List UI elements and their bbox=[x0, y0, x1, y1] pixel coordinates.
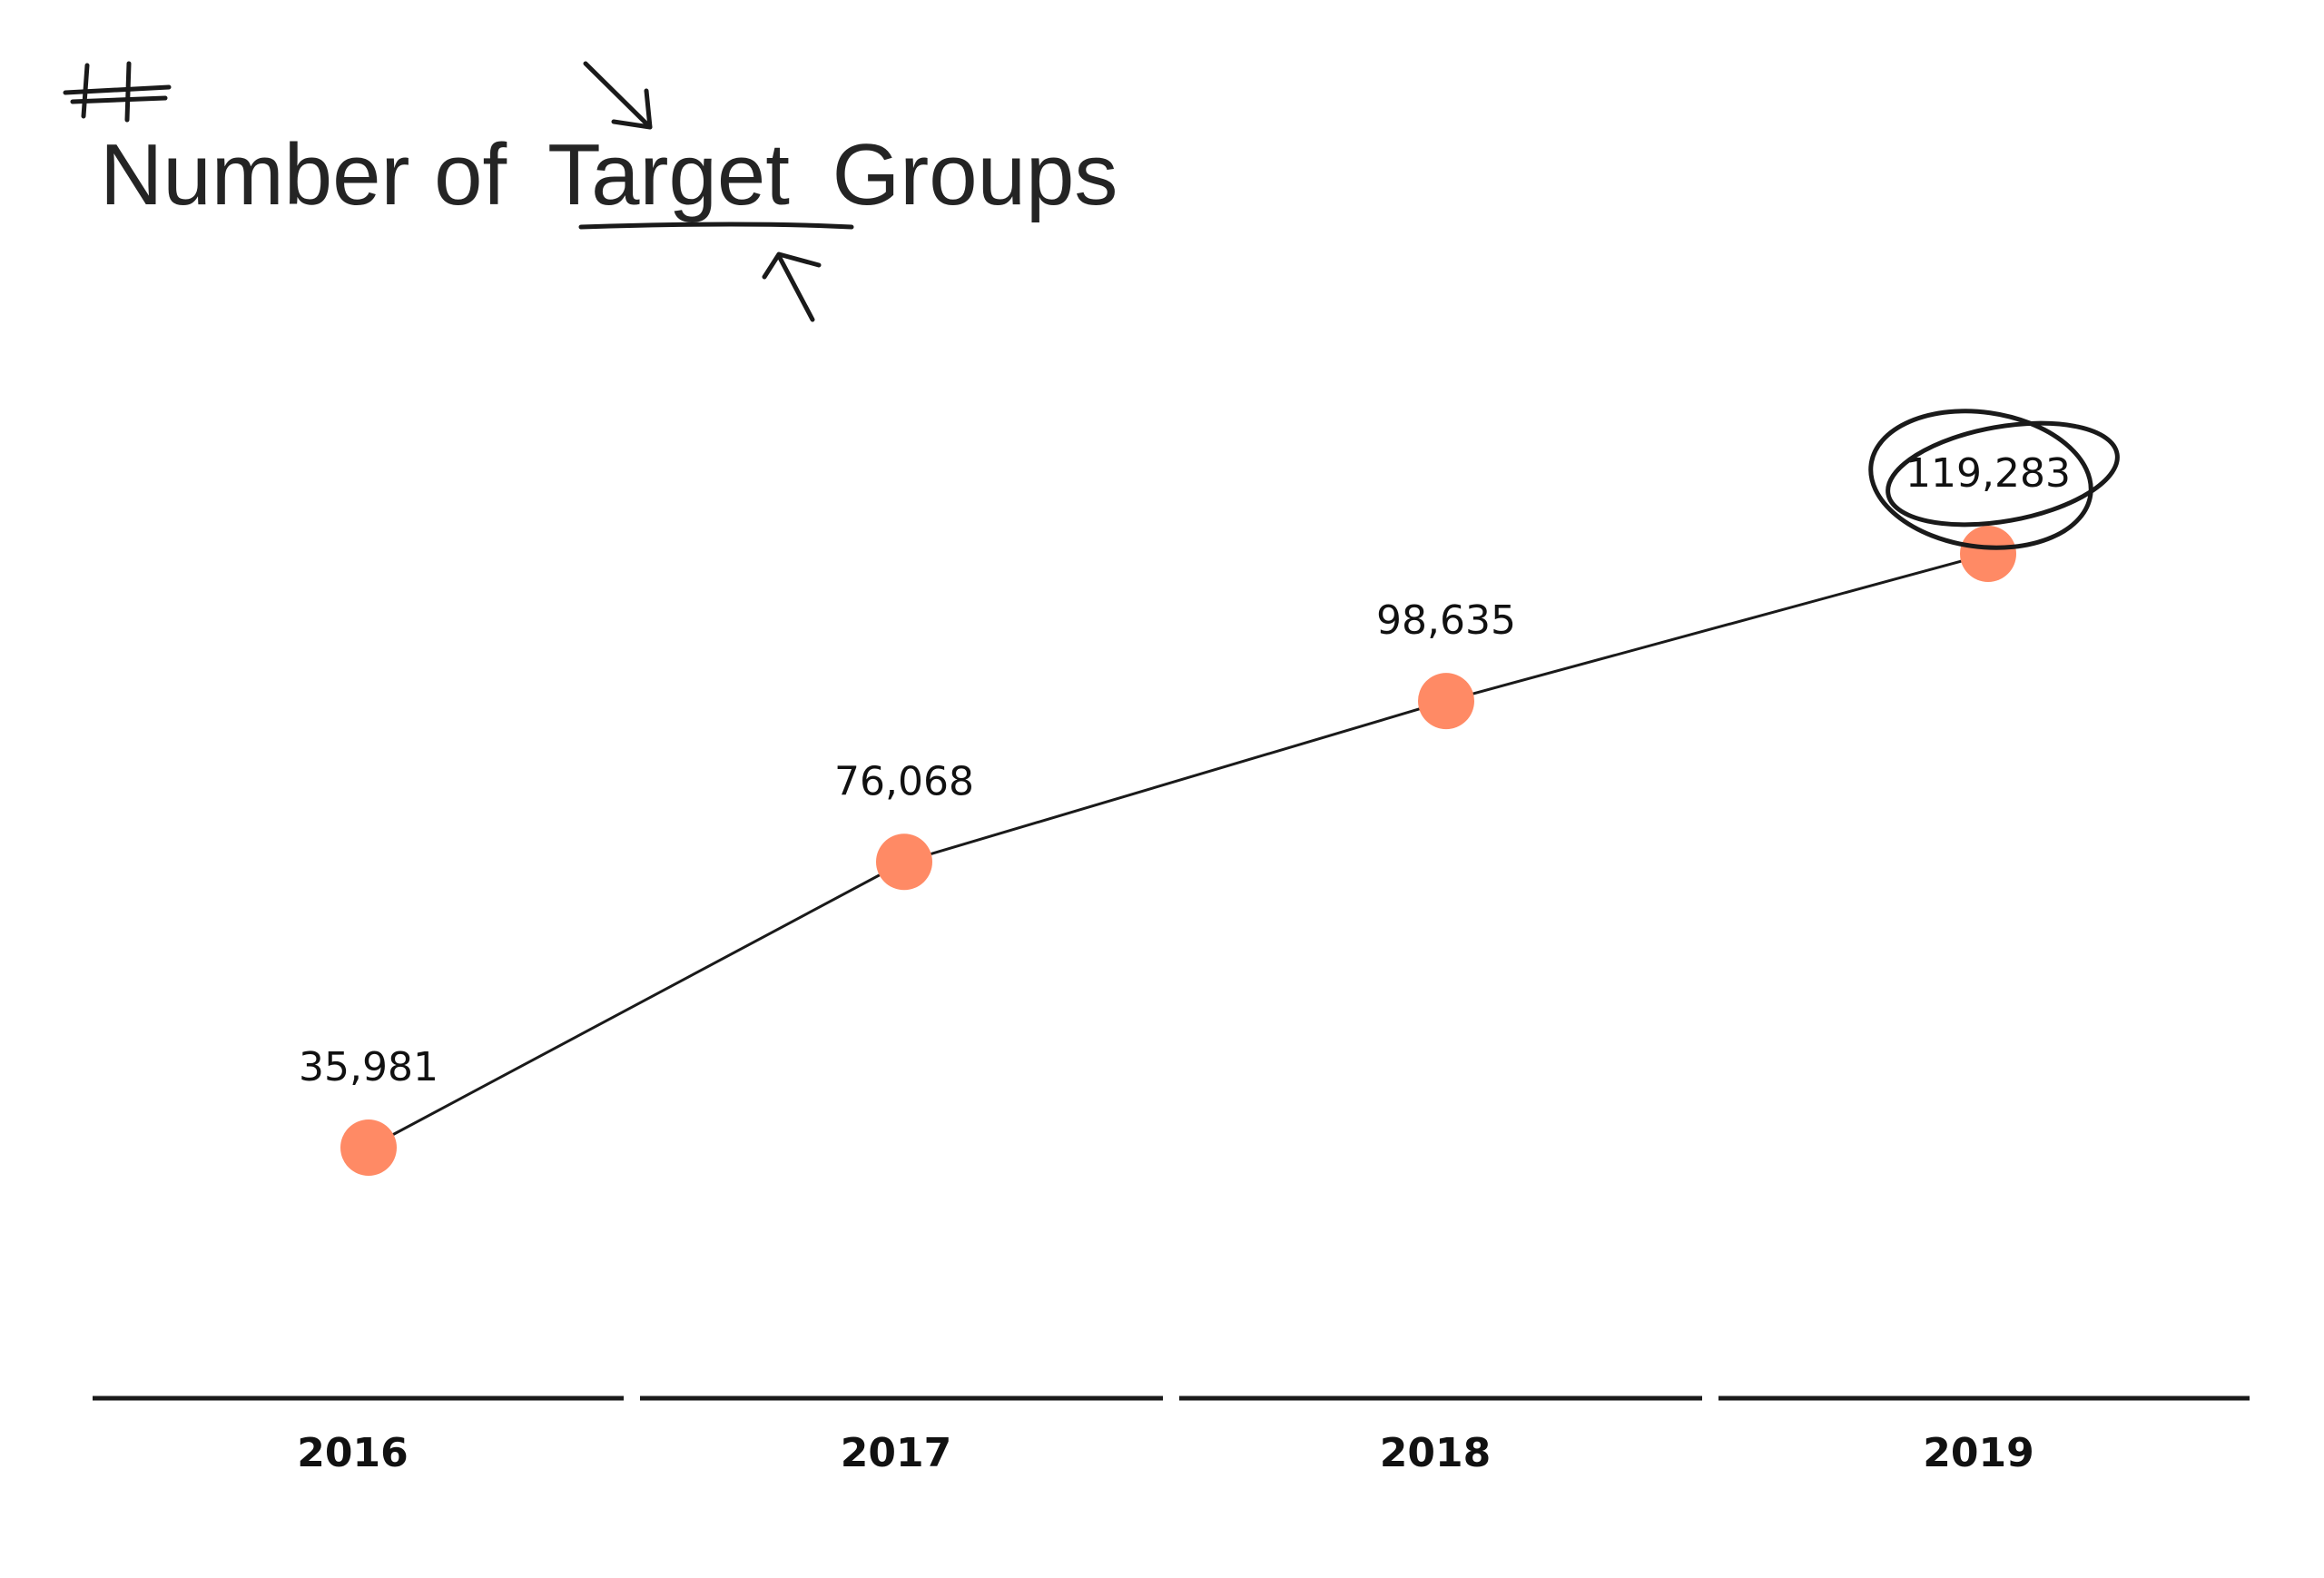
arrow-down-right-doodle-icon bbox=[583, 61, 653, 130]
highlight-circle-outer-icon bbox=[1868, 409, 2093, 550]
data-label-2017: 76,068 bbox=[834, 758, 974, 804]
data-label-2018: 98,635 bbox=[1376, 597, 1516, 644]
highlight-circle-inner-icon bbox=[1886, 420, 2120, 528]
x-tick-label-2019: 2019 bbox=[1923, 1430, 2034, 1476]
x-tick-label-2016: 2016 bbox=[297, 1430, 408, 1476]
data-point-2017 bbox=[876, 833, 932, 891]
data-label-2019: 119,283 bbox=[1905, 450, 2071, 497]
data-point-2016 bbox=[340, 1119, 397, 1176]
data-label-2016: 35,981 bbox=[299, 1044, 438, 1090]
x-tick-label-2017: 2017 bbox=[841, 1430, 951, 1476]
data-point-2018 bbox=[1418, 673, 1474, 730]
chart-title-highlight: Target bbox=[547, 126, 790, 223]
chart-title-before: Number of bbox=[100, 126, 507, 223]
underline-doodle-icon bbox=[578, 222, 854, 230]
data-points bbox=[340, 526, 2016, 1176]
highlight-scribble-icon bbox=[1868, 409, 2120, 550]
series-line bbox=[368, 552, 1989, 1149]
chart-title-after: Groups bbox=[832, 126, 1118, 223]
chart-title: Number of Target Groups bbox=[100, 126, 1118, 223]
hashtag-doodle-icon bbox=[63, 61, 172, 123]
x-tick-label-2018: 2018 bbox=[1380, 1430, 1491, 1476]
data-point-2019 bbox=[1960, 526, 2016, 582]
data-labels: 35,981 76,068 98,635 119,283 bbox=[299, 450, 2071, 1090]
x-axis-tick-labels: 2016 2017 2018 2019 bbox=[297, 1430, 2034, 1476]
arrow-up-left-doodle-icon bbox=[762, 251, 822, 322]
